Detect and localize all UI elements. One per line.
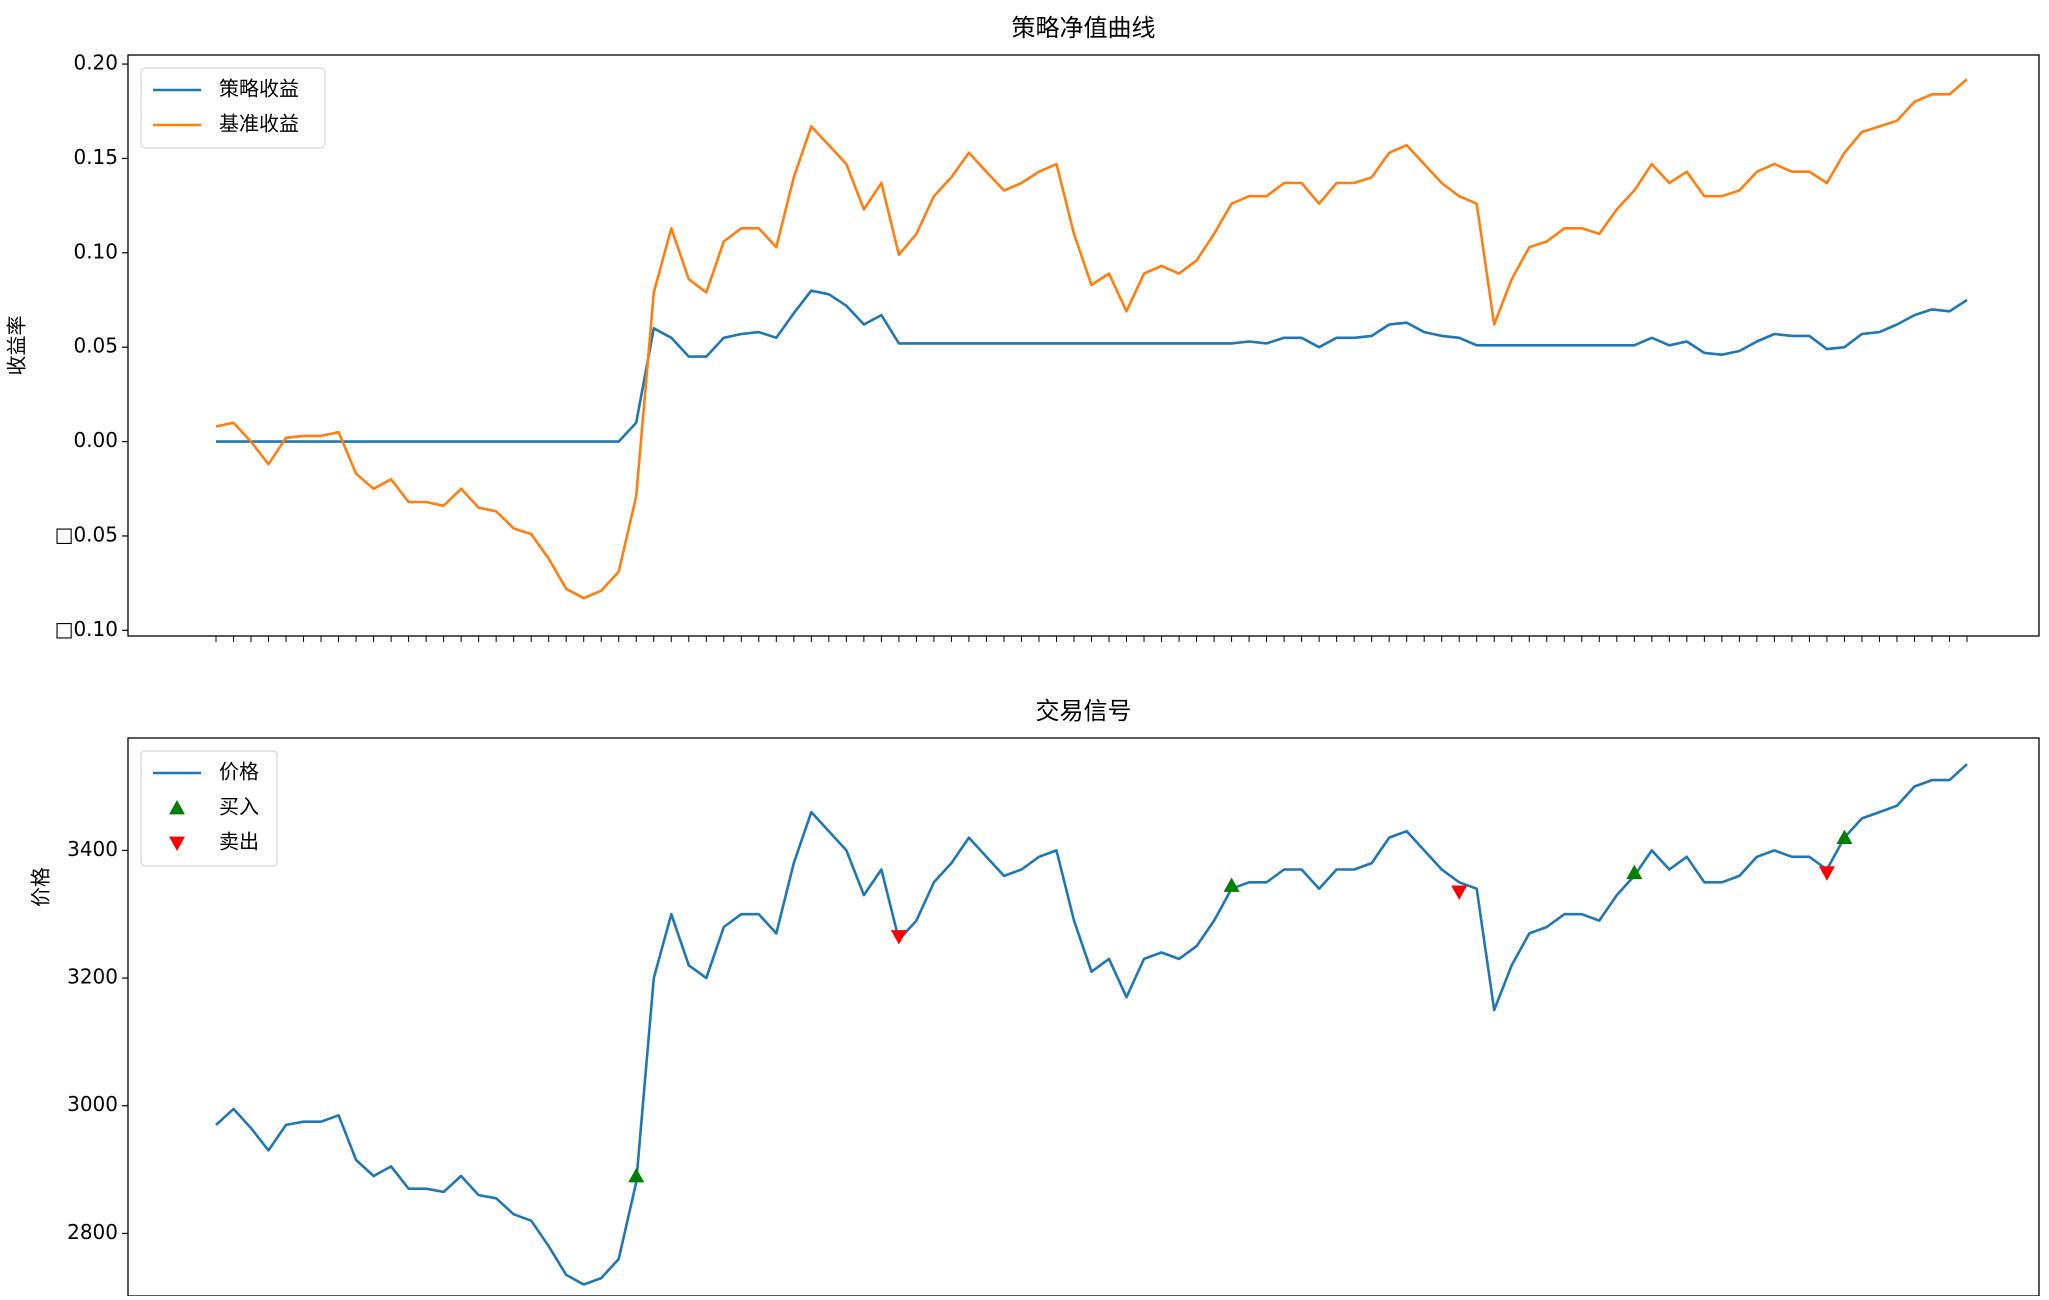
buy-marker bbox=[1223, 877, 1240, 892]
y-tick-label: 2800 bbox=[67, 1220, 118, 1244]
y-tick-label: 0.05 bbox=[73, 334, 118, 358]
y-tick-label: 0.20 bbox=[73, 51, 118, 75]
legend-marker bbox=[169, 836, 185, 851]
legend-label: 策略收益 bbox=[219, 77, 299, 101]
line bbox=[216, 289, 1968, 443]
legend-label: 买入 bbox=[219, 795, 259, 819]
legend-box bbox=[140, 67, 326, 149]
y-tick-label: 0.15 bbox=[73, 145, 118, 169]
chart-title: 策略净值曲线 bbox=[1012, 14, 1156, 42]
sell-marker bbox=[890, 930, 907, 945]
axes-frame bbox=[127, 54, 2040, 637]
plot-area bbox=[215, 763, 1968, 1286]
plot-area bbox=[215, 78, 1968, 600]
legend-label: 基准收益 bbox=[219, 112, 299, 136]
buy-marker bbox=[1836, 829, 1853, 844]
y-tick-label: 0.10 bbox=[73, 239, 118, 263]
y-axis-label: 价格 bbox=[29, 867, 53, 907]
y-axis-label: 收益率 bbox=[5, 316, 29, 376]
chart-title: 交易信号 bbox=[1036, 697, 1132, 725]
sell-marker bbox=[1818, 866, 1835, 881]
y-tick-label: 3200 bbox=[67, 965, 118, 989]
buy-marker bbox=[628, 1167, 645, 1183]
y-tick-label: 3000 bbox=[67, 1092, 118, 1116]
y-tick-label: 3400 bbox=[67, 837, 118, 861]
legend-marker bbox=[169, 800, 185, 815]
buy-marker bbox=[1626, 864, 1643, 880]
line bbox=[215, 78, 1968, 600]
axes-frame bbox=[127, 737, 2040, 1297]
y-tick-label: □0.10 bbox=[55, 617, 118, 641]
legend-label: 价格 bbox=[219, 760, 259, 784]
y-tick-label: □0.05 bbox=[55, 522, 118, 546]
line bbox=[215, 763, 1968, 1286]
sell-marker bbox=[1451, 885, 1468, 900]
y-tick-label: 0.00 bbox=[73, 428, 118, 452]
legend-label: 卖出 bbox=[219, 830, 259, 854]
